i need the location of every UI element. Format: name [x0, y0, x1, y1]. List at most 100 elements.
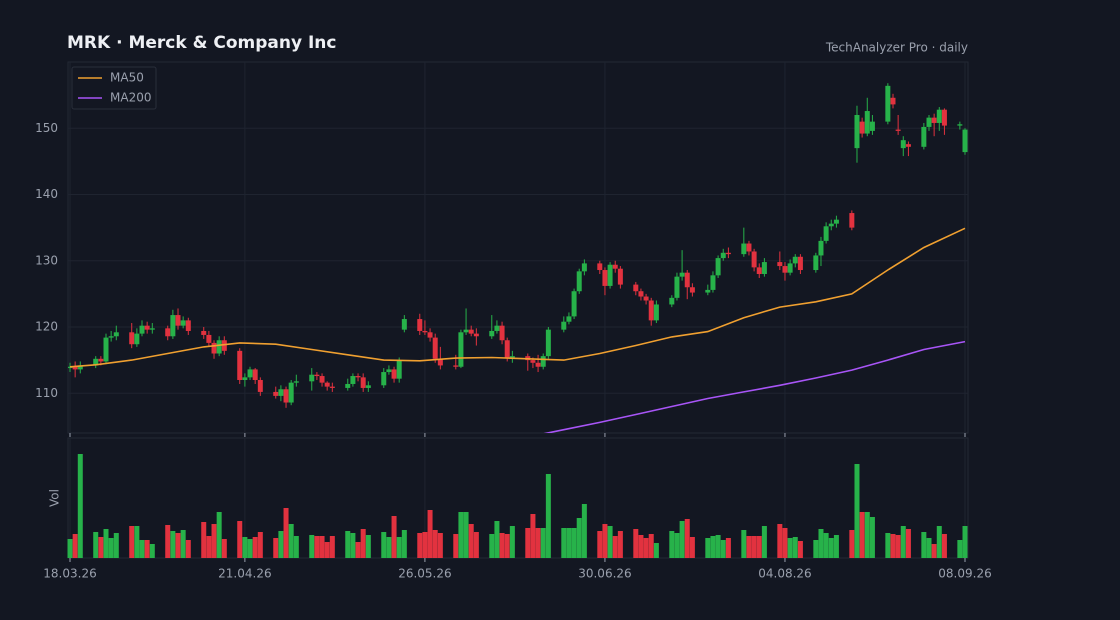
volume-bar: [679, 521, 685, 558]
volume-bar: [710, 536, 716, 558]
volume-bar: [437, 533, 443, 558]
candle-body: [828, 223, 834, 227]
candle-body: [504, 340, 510, 358]
candle-body: [535, 362, 541, 367]
ma-line: [543, 340, 966, 433]
volume-bar: [921, 532, 927, 558]
candle-body: [674, 276, 680, 298]
candle-body: [345, 383, 351, 388]
candle-body: [216, 340, 222, 354]
candle-body: [324, 382, 330, 387]
subtitle: TechAnalyzer Pro · daily: [825, 41, 968, 55]
volume-bar: [206, 536, 212, 558]
candle-body: [792, 256, 798, 264]
candle-body: [921, 126, 927, 147]
candle-body: [252, 369, 258, 380]
volume-bar: [571, 528, 577, 558]
volume-bar: [890, 534, 896, 558]
candle-body: [396, 360, 402, 379]
volume-bar: [633, 529, 639, 558]
candle-body: [350, 376, 356, 384]
candle-body: [206, 334, 212, 343]
volume-bar: [98, 537, 104, 558]
candle-body: [473, 333, 479, 337]
volume-bar: [926, 538, 932, 558]
volume-bar: [895, 535, 901, 558]
candle-body: [602, 270, 608, 286]
volume-bar: [350, 533, 356, 558]
volume-bar: [576, 518, 582, 558]
candle-body: [797, 256, 803, 271]
candle-body: [890, 97, 896, 105]
volume-bar: [473, 532, 479, 558]
volume-bar: [792, 537, 798, 558]
candle-body: [561, 321, 567, 330]
candle-body: [530, 360, 536, 363]
candle-body: [288, 382, 294, 403]
volume-bar: [931, 544, 937, 558]
candle-body: [633, 284, 639, 292]
volume-bar: [962, 526, 968, 558]
volume-bar: [417, 533, 423, 558]
volume-bar: [900, 526, 906, 558]
volume-bar: [746, 536, 752, 558]
volume-bar: [787, 538, 793, 558]
volume-bar: [468, 524, 474, 558]
candle-body: [885, 85, 891, 122]
candle-body: [77, 365, 83, 370]
candle-body: [679, 272, 685, 277]
candle-body: [180, 320, 186, 326]
candle-body: [864, 111, 870, 134]
volume-bar: [391, 516, 397, 558]
volume-bar: [818, 529, 824, 558]
candle-body: [175, 315, 181, 326]
candle-body: [185, 320, 191, 331]
candle-body: [211, 342, 217, 354]
candle-body: [355, 376, 361, 378]
candle-body: [242, 377, 248, 380]
x-tick-label: 26.05.26: [398, 567, 451, 581]
volume-bar: [319, 536, 325, 558]
volume-bar: [453, 534, 459, 558]
volume-bar: [103, 529, 109, 558]
candle-body: [165, 328, 171, 337]
volume-bar: [782, 528, 788, 558]
y-tick-label: 150: [35, 121, 58, 135]
candle-body: [787, 263, 793, 273]
volume-bar: [581, 504, 587, 558]
candle-body: [638, 291, 644, 297]
volume-bar: [648, 534, 654, 558]
volume-bar: [705, 538, 711, 558]
candle-body: [782, 266, 788, 273]
volume-bar: [813, 540, 819, 558]
candle-body: [103, 337, 109, 362]
volume-bar: [293, 536, 299, 558]
volume-bar: [566, 528, 572, 558]
candle-body: [936, 109, 942, 123]
candle-body: [509, 356, 515, 358]
volume-bar: [247, 539, 253, 558]
legend-label: MA200: [110, 91, 151, 105]
volume-bar: [180, 530, 186, 558]
volume-bar: [689, 537, 695, 558]
candle-body: [545, 329, 551, 357]
volume-bar: [185, 540, 191, 558]
volume-bar: [905, 529, 911, 558]
x-tick-label: 08.09.26: [938, 567, 991, 581]
volume-bar: [386, 537, 392, 558]
volume-bar: [561, 528, 567, 558]
candle-body: [144, 325, 150, 330]
volume-bar: [309, 535, 315, 558]
x-tick-label: 30.06.26: [578, 567, 631, 581]
volume-bar: [823, 533, 829, 558]
candle-body: [540, 356, 546, 367]
volume-bar: [936, 526, 942, 558]
candle-body: [401, 319, 407, 330]
volume-bar: [175, 533, 181, 558]
candle-body: [581, 263, 587, 272]
candle-body: [93, 358, 99, 366]
candle-body: [895, 129, 901, 131]
volume-bar: [396, 537, 402, 558]
volume-bar: [602, 524, 608, 558]
candle-body: [705, 289, 711, 293]
